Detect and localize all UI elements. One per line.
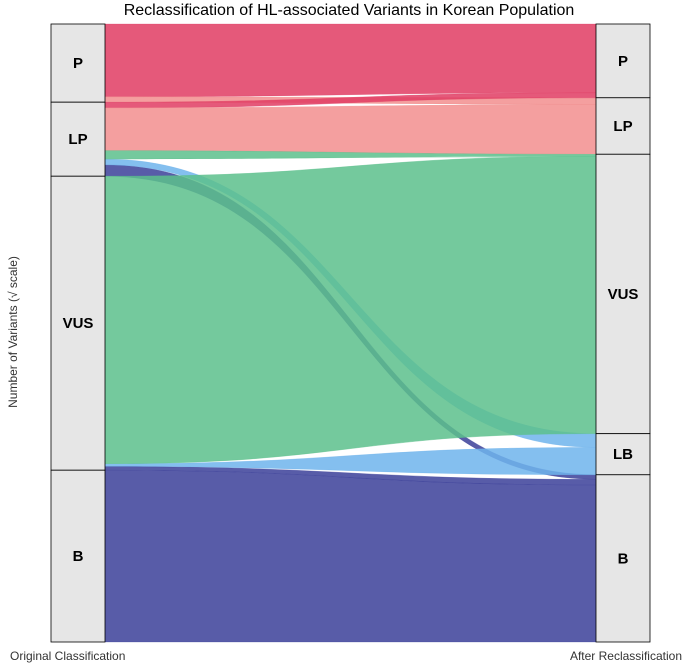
right-stratum-p [595,23,651,99]
flow-layer [104,23,597,643]
right-stratum-label-lp: LP [613,118,632,135]
right-stratum-lb [595,433,651,476]
right-stratum-lp [595,97,651,155]
left-stratum-p [50,23,106,103]
left-stratum-b [50,469,106,643]
right-stratum-label-vus: VUS [608,286,639,303]
left-stratum-label-b: B [73,548,84,565]
flow-b-to-b [104,469,597,643]
right-stratum-b [595,474,651,643]
left-stratum-label-vus: VUS [63,315,94,332]
right-axis-label: After Reclassification [570,649,682,663]
left-stratum-label-p: P [73,55,83,72]
flow-p-to-p [104,23,597,98]
y-axis-label: Number of Variants (√ scale) [6,256,20,408]
right-stratum-label-b: B [618,550,629,567]
left-stratum-vus [50,175,106,471]
right-stratum-vus [595,153,651,435]
right-stratum-label-lb: LB [613,446,633,463]
flow-lp-to-lp [104,104,597,155]
left-axis-label: Original Classification [10,649,125,663]
strata-layer: P LP VUS B P LP VUS LB B [50,23,651,643]
left-stratum-label-lp: LP [68,131,87,148]
right-stratum-label-p: P [618,53,628,70]
flow-vus-to-vus [104,156,597,465]
chart-title: Reclassification of HL-associated Varian… [124,2,575,19]
